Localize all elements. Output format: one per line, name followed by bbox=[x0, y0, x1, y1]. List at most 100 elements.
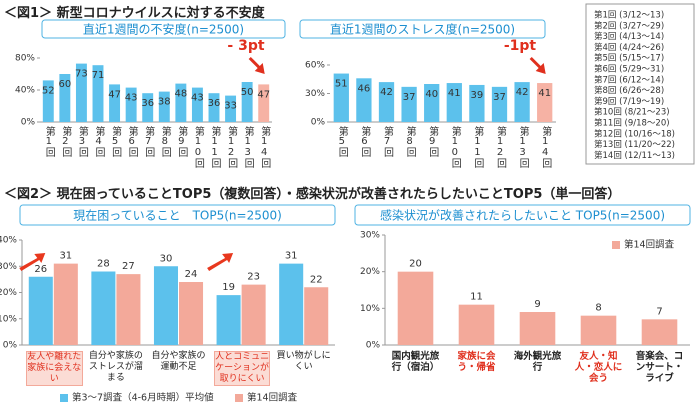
chart-title: 直近1週間の不安度(n=2500) bbox=[83, 22, 244, 37]
y-tick-label: 0% bbox=[3, 341, 18, 351]
bar bbox=[458, 304, 495, 345]
x-tick-label: 人とコミュニケーションが取りにくい bbox=[213, 351, 271, 386]
round-label: 第3回 (4/13～14) bbox=[594, 31, 664, 42]
bar bbox=[241, 284, 266, 345]
x-tick-label: 第12回 bbox=[494, 126, 506, 168]
value-label: 50 bbox=[241, 87, 254, 98]
y-tick-label: 0% bbox=[21, 118, 36, 128]
x-tick-label: 第11回 bbox=[471, 126, 483, 168]
value-label: 8 bbox=[595, 303, 601, 314]
x-tick-label: 第9回 bbox=[426, 126, 438, 157]
x-tick-label: 家族に会う・帰省 bbox=[457, 351, 496, 373]
bar bbox=[424, 84, 440, 122]
round-label: 第11回 (9/18～20) bbox=[594, 118, 670, 129]
value-label: 31 bbox=[59, 251, 72, 262]
value-label: 73 bbox=[75, 69, 88, 80]
legend-swatch bbox=[60, 394, 68, 402]
value-label: 22 bbox=[310, 274, 323, 285]
bar bbox=[258, 84, 270, 122]
x-tick-label: 第12回 bbox=[225, 126, 237, 168]
value-label: 71 bbox=[92, 70, 105, 81]
panel-header bbox=[299, 19, 546, 39]
bar bbox=[158, 91, 170, 122]
heading: ＜図1＞ 新型コロナウイルスに対する不安度 bbox=[4, 6, 265, 21]
chart-title: 現在困っていること TOP5(n=2500) bbox=[73, 209, 282, 223]
rounds-box bbox=[585, 3, 695, 165]
value-label: 31 bbox=[285, 251, 298, 262]
x-tick-label: 第2回 bbox=[59, 126, 71, 157]
value-label: 43 bbox=[125, 93, 138, 104]
bar bbox=[378, 82, 395, 122]
bar bbox=[216, 295, 241, 345]
y-tick-label: 20% bbox=[360, 267, 380, 277]
x-tick-label: 第9回 bbox=[175, 126, 187, 157]
bar bbox=[225, 95, 237, 122]
y-tick-label: 40% bbox=[0, 236, 17, 246]
value-label: 27 bbox=[122, 261, 135, 272]
x-tick-label: 第4回 bbox=[93, 126, 104, 157]
x-tick-label: 自分や家族のストレスが溜まる bbox=[88, 351, 143, 383]
bar bbox=[175, 83, 187, 122]
round-label: 第2回 (3/27～29) bbox=[594, 20, 664, 31]
value-label: 42 bbox=[380, 87, 393, 98]
bar bbox=[208, 93, 220, 122]
x-tick-label: 第1回 bbox=[43, 126, 55, 157]
value-label: 7 bbox=[656, 306, 662, 317]
x-tick-label: 第5回 bbox=[109, 126, 121, 157]
bar bbox=[59, 74, 71, 122]
round-label: 第6回 (5/29～31) bbox=[594, 64, 664, 75]
value-label: 48 bbox=[174, 89, 187, 100]
y-tick-label: 60% bbox=[305, 61, 325, 71]
y-tick-label: 0% bbox=[311, 118, 326, 128]
legend-label: 第14回調査 bbox=[624, 239, 675, 251]
annotation-arrowhead bbox=[535, 63, 546, 74]
x-tick-label: 海外観光旅行 bbox=[513, 351, 562, 373]
x-tick-label: 第3回 bbox=[76, 126, 88, 157]
bar bbox=[397, 271, 434, 345]
chart-title: 直近1週間のストレス度(n=2500) bbox=[330, 22, 515, 37]
bar bbox=[580, 315, 617, 345]
value-label: 60 bbox=[58, 79, 71, 90]
panel-header bbox=[41, 19, 286, 39]
bar bbox=[125, 87, 137, 122]
x-tick-label: 第14回 bbox=[539, 126, 551, 168]
y-tick-label: 30% bbox=[0, 262, 17, 272]
bar bbox=[153, 266, 178, 345]
bar bbox=[42, 80, 54, 122]
value-label: 46 bbox=[358, 83, 371, 94]
heading: ＜図2＞ 現在困っていることTOP5（複数回答）・感染状況が改善されたらしたいこ… bbox=[4, 187, 621, 202]
bar bbox=[142, 93, 154, 122]
round-label: 第10回 (8/21～23) bbox=[594, 107, 670, 118]
y-tick-label: 20% bbox=[0, 288, 17, 298]
value-label: 37 bbox=[493, 92, 506, 103]
y-tick-label: 10% bbox=[360, 304, 380, 314]
x-tick-label: 第13回 bbox=[517, 126, 529, 168]
x-tick-label: 第8回 bbox=[404, 126, 416, 157]
bar bbox=[179, 282, 204, 345]
value-label: 19 bbox=[222, 282, 235, 293]
round-label: 第13回 (11/20～22) bbox=[594, 139, 675, 150]
value-label: 38 bbox=[158, 97, 171, 108]
x-tick-label: 友人・知人・恋人に会う bbox=[574, 351, 623, 384]
value-label: 24 bbox=[185, 269, 198, 280]
x-tick-label: 第13回 bbox=[242, 126, 254, 168]
bar bbox=[304, 287, 329, 345]
value-label: 36 bbox=[208, 98, 221, 109]
y-tick-label: 40% bbox=[15, 86, 35, 96]
bar bbox=[401, 86, 417, 122]
x-tick-label: 国内観光旅行（宿泊） bbox=[391, 351, 440, 373]
x-tick-label: 友人や離れた家族に会えない bbox=[26, 351, 83, 386]
bar bbox=[28, 276, 53, 345]
bar bbox=[356, 78, 372, 122]
y-tick-label: 30% bbox=[360, 231, 380, 241]
value-label: 52 bbox=[42, 85, 55, 96]
x-tick-label: 第8回 bbox=[159, 126, 171, 157]
bar bbox=[91, 271, 116, 345]
legend-label: 第3～7調査（4-6月時期）平均値 bbox=[72, 392, 214, 404]
annotation-arrow bbox=[248, 56, 261, 70]
bar bbox=[519, 312, 556, 345]
x-tick-label: 第10回 bbox=[449, 126, 461, 168]
x-tick-label: 第6回 bbox=[358, 126, 370, 157]
bar bbox=[333, 73, 349, 122]
annotation-arrow bbox=[529, 56, 542, 70]
